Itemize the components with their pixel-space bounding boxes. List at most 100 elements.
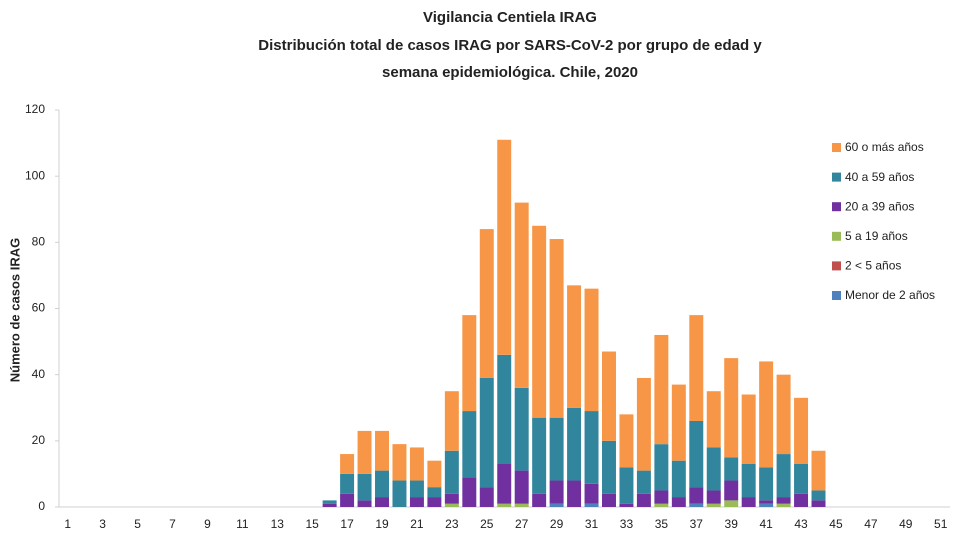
x-tick-label: 7 — [169, 517, 176, 531]
bar-segment — [567, 285, 582, 408]
y-tick-label: 40 — [32, 367, 46, 381]
bar-segment — [549, 480, 564, 504]
bar-segment — [811, 490, 826, 501]
bar-segment — [776, 503, 791, 507]
x-tick-label: 29 — [550, 517, 564, 531]
bar-segment — [340, 473, 355, 494]
bar-segment — [549, 417, 564, 481]
bar-segment — [532, 417, 547, 494]
bar-segment — [724, 358, 739, 458]
bar-segment — [497, 354, 512, 464]
y-tick-label: 0 — [38, 499, 45, 513]
y-tick-label: 80 — [32, 235, 46, 249]
bar-segment — [409, 480, 424, 498]
x-tick-label: 3 — [99, 517, 106, 531]
x-tick-label: 1 — [64, 517, 71, 531]
bar-segment — [794, 493, 809, 507]
legend-swatch — [832, 202, 841, 212]
bar-segment — [706, 447, 721, 491]
bar-segment — [514, 470, 529, 504]
bar-segment — [619, 503, 634, 507]
bar-segment — [689, 503, 704, 507]
bar-segment — [462, 477, 477, 507]
bar-segment — [497, 463, 512, 504]
bar-segment — [532, 225, 547, 418]
chart-title: Distribución total de casos IRAG por SAR… — [258, 37, 762, 54]
x-tick-label: 15 — [305, 517, 319, 531]
x-tick-label: 19 — [375, 517, 389, 531]
bar-segment — [322, 500, 337, 504]
x-tick-label: 49 — [899, 517, 913, 531]
bar-segment — [654, 444, 669, 491]
legend-label: 5 a 19 años — [845, 229, 908, 243]
bar-segment — [811, 450, 826, 491]
x-tick-label: 43 — [794, 517, 808, 531]
legend-label: Menor de 2 años — [845, 288, 935, 302]
bar-segment — [514, 387, 529, 471]
bar-segment — [567, 407, 582, 481]
bar-segment — [479, 487, 494, 507]
bar-segment — [375, 430, 389, 471]
bar-segment — [759, 500, 774, 504]
bar-segment — [636, 377, 651, 471]
legend-swatch — [832, 143, 841, 152]
x-tick-label: 39 — [725, 517, 739, 531]
bar-segment — [444, 391, 459, 451]
bar-segment — [794, 397, 809, 464]
x-tick-label: 21 — [410, 517, 424, 531]
bar-segment — [724, 500, 739, 507]
bar-segment — [794, 463, 809, 494]
x-tick-label: 51 — [934, 517, 948, 531]
bar-segment — [759, 361, 774, 468]
bar-segment — [706, 391, 721, 448]
x-tick-label: 45 — [829, 517, 843, 531]
bar-segment — [549, 503, 564, 507]
legend-label: 40 a 59 años — [845, 170, 914, 184]
bar-segment — [392, 444, 407, 481]
x-tick-label: 23 — [445, 517, 459, 531]
bar-segment — [479, 229, 494, 378]
bar-segment — [357, 430, 372, 474]
bar-segment — [671, 460, 686, 498]
bar-segment — [759, 503, 774, 507]
bar-segment — [654, 503, 669, 507]
x-tick-label: 9 — [204, 517, 211, 531]
legend-label: 60 o más años — [845, 140, 924, 154]
x-tick-label: 27 — [515, 517, 529, 531]
bar-segment — [462, 411, 477, 478]
bar-segment — [357, 500, 372, 507]
bar-segment — [584, 411, 599, 484]
bar-segment — [567, 480, 582, 507]
bar-segment — [444, 493, 459, 504]
y-tick-label: 120 — [25, 102, 45, 116]
bar-segment — [706, 503, 721, 507]
legend-swatch — [832, 172, 841, 182]
bar-segment — [654, 490, 669, 504]
y-tick-label: 100 — [25, 168, 45, 182]
bar-segment — [427, 487, 442, 498]
bar-segment — [322, 503, 337, 507]
bar-segment — [602, 440, 616, 494]
bar-segment — [409, 497, 424, 507]
bar-segment — [811, 500, 826, 507]
bar-segment — [776, 497, 791, 504]
x-tick-label: 35 — [655, 517, 669, 531]
bar-segment — [706, 490, 721, 504]
bar-segment — [497, 503, 512, 507]
x-tick-label: 17 — [340, 517, 354, 531]
bar-segment — [689, 487, 704, 504]
bar-segment — [427, 497, 442, 507]
bar-segment — [741, 463, 756, 498]
y-axis-label: Número de casos IRAG — [7, 238, 22, 383]
chart-title: Vigilancia Centiela IRAG — [423, 9, 597, 26]
bar-segment — [514, 503, 529, 507]
bar-segment — [619, 414, 634, 468]
y-tick-label: 20 — [32, 433, 46, 447]
bar-segment — [584, 288, 599, 412]
x-tick-label: 41 — [759, 517, 773, 531]
bar-segment — [636, 470, 651, 494]
bar-segment — [444, 503, 459, 507]
bar-segment — [584, 483, 599, 504]
bar-segment — [654, 334, 669, 445]
